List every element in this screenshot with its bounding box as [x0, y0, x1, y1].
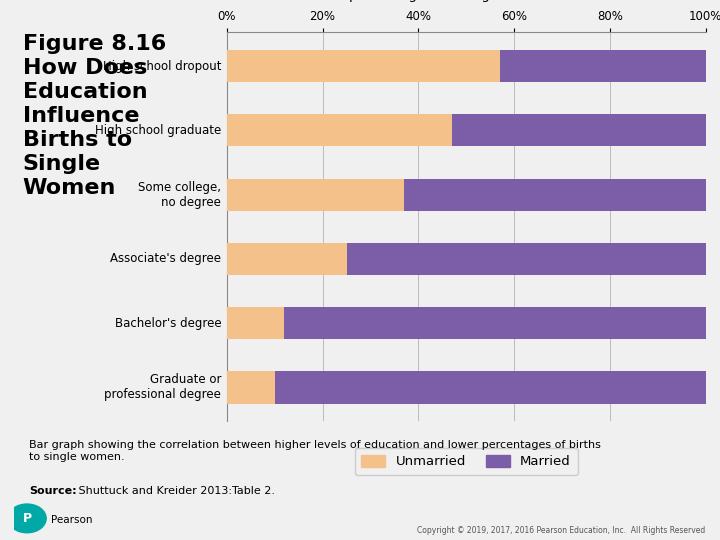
Circle shape [8, 504, 46, 533]
Text: Figure 8.16
How Does
Education
Influence
Births to
Single
Women: Figure 8.16 How Does Education Influence… [23, 34, 166, 198]
Bar [227, 243, 346, 275]
Bar [404, 179, 706, 211]
Text: P: P [22, 512, 32, 525]
Bar [227, 114, 452, 146]
Title: Of women with this education who give birth, what
percentages are single or marr: Of women with this education who give bi… [296, 0, 636, 2]
Bar [275, 372, 706, 403]
Bar [452, 114, 706, 146]
Bar [227, 372, 275, 403]
Bar [284, 307, 706, 339]
Bar [227, 179, 404, 211]
Text: Shuttuck and Kreider 2013:Table 2.: Shuttuck and Kreider 2013:Table 2. [75, 486, 275, 496]
Bar [500, 50, 706, 82]
Text: Bar graph showing the correlation between higher levels of education and lower p: Bar graph showing the correlation betwee… [29, 440, 600, 462]
Bar [346, 243, 706, 275]
Text: Pearson: Pearson [50, 515, 92, 525]
Text: Copyright © 2019, 2017, 2016 Pearson Education, Inc.  All Rights Reserved: Copyright © 2019, 2017, 2016 Pearson Edu… [418, 525, 706, 535]
Legend: Unmarried, Married: Unmarried, Married [355, 448, 577, 475]
Bar [227, 50, 500, 82]
Text: Source:: Source: [29, 486, 76, 496]
Bar [227, 307, 284, 339]
